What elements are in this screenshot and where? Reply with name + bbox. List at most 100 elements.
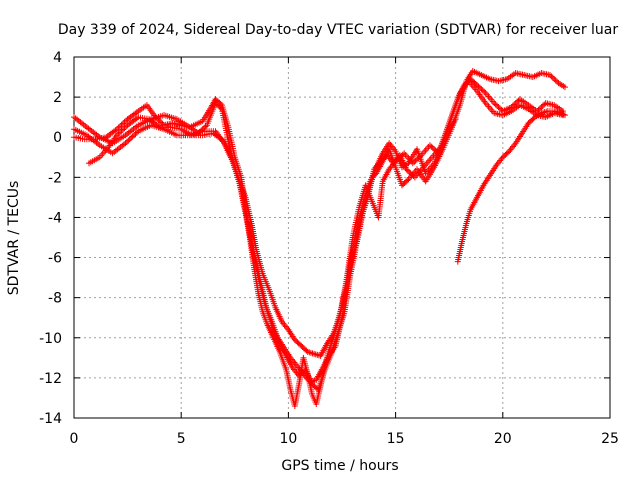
data-point	[155, 116, 162, 123]
axis-ticks: 0 5 10 15 20 25 -14 -12 -10 -8 -6 -4 -2 0 2 4	[39, 50, 619, 447]
data-point	[125, 137, 132, 144]
data-point	[416, 153, 423, 160]
data-point	[535, 106, 542, 113]
data-point	[126, 136, 133, 143]
y-tick-label: -14	[39, 411, 62, 427]
data-point	[156, 118, 163, 125]
series-track-4	[86, 114, 459, 359]
data-point	[476, 84, 483, 91]
data-point	[395, 155, 402, 162]
data-point	[398, 152, 405, 159]
data-point	[561, 84, 568, 91]
data-point	[128, 134, 135, 141]
x-tick-label: 0	[70, 431, 79, 447]
data-point	[548, 73, 555, 80]
data-point	[159, 120, 166, 127]
data-point	[560, 111, 567, 118]
plot-frame	[73, 56, 611, 419]
y-tick-label: -6	[48, 251, 62, 267]
data-point	[411, 158, 418, 165]
data-point	[217, 104, 224, 111]
data-point	[504, 149, 511, 156]
data-point	[495, 104, 502, 111]
data-point	[549, 74, 556, 81]
data-point	[552, 77, 559, 84]
data-point	[199, 126, 206, 133]
data-point	[132, 130, 139, 137]
data-point	[201, 124, 208, 131]
data-point	[561, 112, 568, 119]
data-marks	[71, 68, 568, 409]
data-point	[431, 146, 438, 153]
data-point	[491, 100, 498, 107]
series-track-5	[454, 108, 568, 265]
data-point	[475, 83, 482, 90]
data-point	[394, 156, 401, 163]
data-point	[492, 101, 499, 108]
y-tick-label: 4	[53, 50, 62, 66]
data-point	[409, 171, 416, 178]
x-tick-label: 25	[601, 431, 619, 447]
y-tick-label: 2	[53, 90, 62, 106]
x-axis-label: GPS time / hours	[281, 458, 398, 474]
data-point	[129, 133, 136, 140]
data-point	[404, 177, 411, 184]
data-point	[496, 105, 503, 112]
y-tick-label: -2	[48, 170, 62, 186]
data-point	[481, 88, 488, 95]
data-point	[403, 166, 410, 173]
data-point	[428, 143, 435, 150]
data-point	[554, 78, 561, 85]
data-point	[406, 168, 413, 175]
data-point	[551, 76, 558, 83]
data-point	[429, 144, 436, 151]
data-point	[539, 102, 546, 109]
data-point	[407, 170, 414, 177]
y-tick-label: -4	[48, 210, 62, 226]
y-tick-label: -12	[39, 371, 62, 387]
data-point	[479, 87, 486, 94]
data-point	[536, 105, 543, 112]
x-tick-label: 15	[387, 431, 405, 447]
y-tick-label: -8	[48, 291, 62, 307]
chart-title: Day 339 of 2024, Sidereal Day-to-day VTE…	[58, 22, 619, 38]
data-point	[412, 157, 419, 164]
data-point	[546, 72, 553, 79]
x-tick-label: 20	[494, 431, 512, 447]
data-point	[478, 86, 485, 93]
y-axis-label: SDTVAR / TECUs	[6, 181, 22, 296]
x-tick-label: 10	[279, 431, 297, 447]
data-point	[415, 154, 422, 161]
data-point	[122, 140, 129, 147]
data-point	[474, 82, 481, 89]
series-track-3	[71, 78, 566, 393]
data-point	[404, 167, 411, 174]
data-point	[426, 142, 433, 149]
y-tick-label: 0	[53, 130, 62, 146]
data-point	[541, 101, 548, 108]
data-point	[158, 119, 165, 126]
data-point	[414, 156, 421, 163]
data-point	[198, 127, 205, 134]
y-tick-label: -10	[39, 331, 62, 347]
data-point	[494, 102, 501, 109]
data-point	[514, 98, 521, 105]
data-point	[396, 154, 403, 161]
data-point	[472, 80, 479, 87]
data-point	[153, 115, 160, 122]
data-point	[559, 110, 566, 117]
data-point	[538, 104, 545, 111]
data-point	[202, 123, 209, 130]
data-point	[511, 101, 518, 108]
data-point	[512, 100, 519, 107]
x-tick-label: 5	[177, 431, 186, 447]
data-point	[432, 147, 439, 154]
data-point	[152, 114, 159, 121]
data-point	[133, 129, 140, 136]
data-point	[392, 158, 399, 165]
data-point	[123, 138, 130, 145]
data-point	[452, 116, 459, 123]
data-point	[557, 110, 564, 117]
